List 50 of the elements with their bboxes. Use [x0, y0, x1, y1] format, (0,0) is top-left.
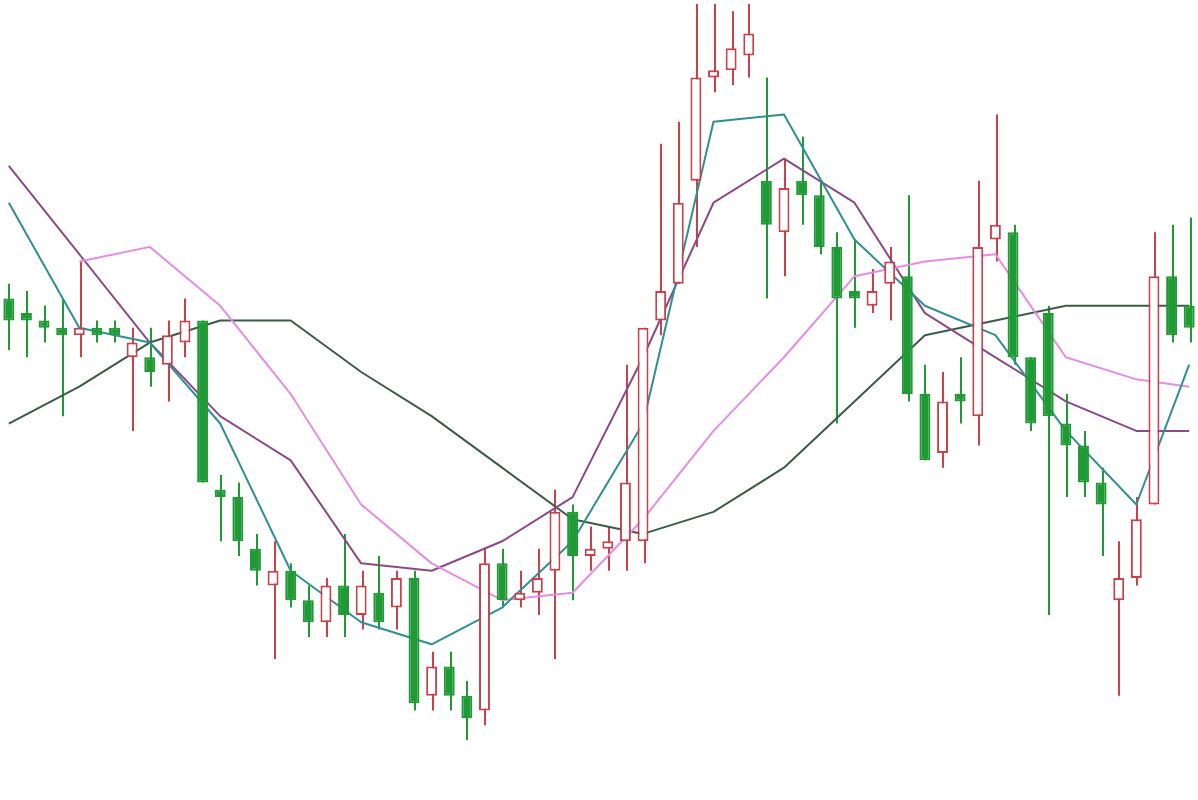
candlestick	[20, 290, 32, 359]
candlestick	[338, 532, 350, 638]
candlestick	[866, 267, 878, 315]
candlestick	[320, 577, 332, 638]
candlestick	[267, 540, 279, 661]
candlestick	[426, 650, 438, 712]
candlestick	[461, 680, 473, 741]
candlestick	[373, 555, 385, 631]
candlestick	[355, 569, 367, 631]
candlestick	[531, 547, 543, 616]
candlestick	[602, 525, 614, 572]
candlestick	[56, 297, 68, 418]
candlestick	[725, 10, 737, 86]
candlestick	[708, 3, 719, 94]
candlestick	[796, 135, 808, 226]
candlestick	[496, 547, 508, 609]
candlestick	[161, 319, 173, 403]
candlestick	[584, 525, 596, 572]
candlestick	[126, 326, 138, 432]
candlestick	[443, 650, 455, 712]
candlestick	[285, 562, 297, 609]
candlestick	[109, 319, 120, 344]
candlestick	[38, 304, 50, 344]
candlestick	[144, 326, 156, 388]
candlestick	[989, 113, 1001, 263]
candlestick	[91, 319, 103, 344]
candlestick	[567, 503, 579, 602]
candlestick	[302, 584, 314, 638]
candlestick	[1183, 216, 1195, 344]
candlestick	[73, 260, 85, 359]
candlestick	[760, 76, 772, 300]
candlestick	[1078, 429, 1089, 499]
candlestick	[1113, 540, 1125, 697]
candlestick	[249, 532, 261, 587]
candlestick	[232, 481, 244, 557]
candlestick	[813, 179, 825, 256]
candlestick	[214, 474, 226, 543]
candlestick	[1060, 393, 1072, 499]
candlestick	[3, 282, 15, 351]
candlestick	[1095, 466, 1107, 557]
candlestick	[884, 245, 896, 322]
candlestick	[831, 231, 843, 425]
candlestick	[655, 142, 667, 337]
candlestick	[514, 569, 526, 609]
candlestick	[179, 297, 191, 359]
candlestick	[954, 356, 966, 425]
candlestick	[937, 371, 949, 469]
candlestick	[848, 238, 860, 329]
candlestick	[743, 3, 755, 79]
candlestick	[390, 569, 402, 631]
